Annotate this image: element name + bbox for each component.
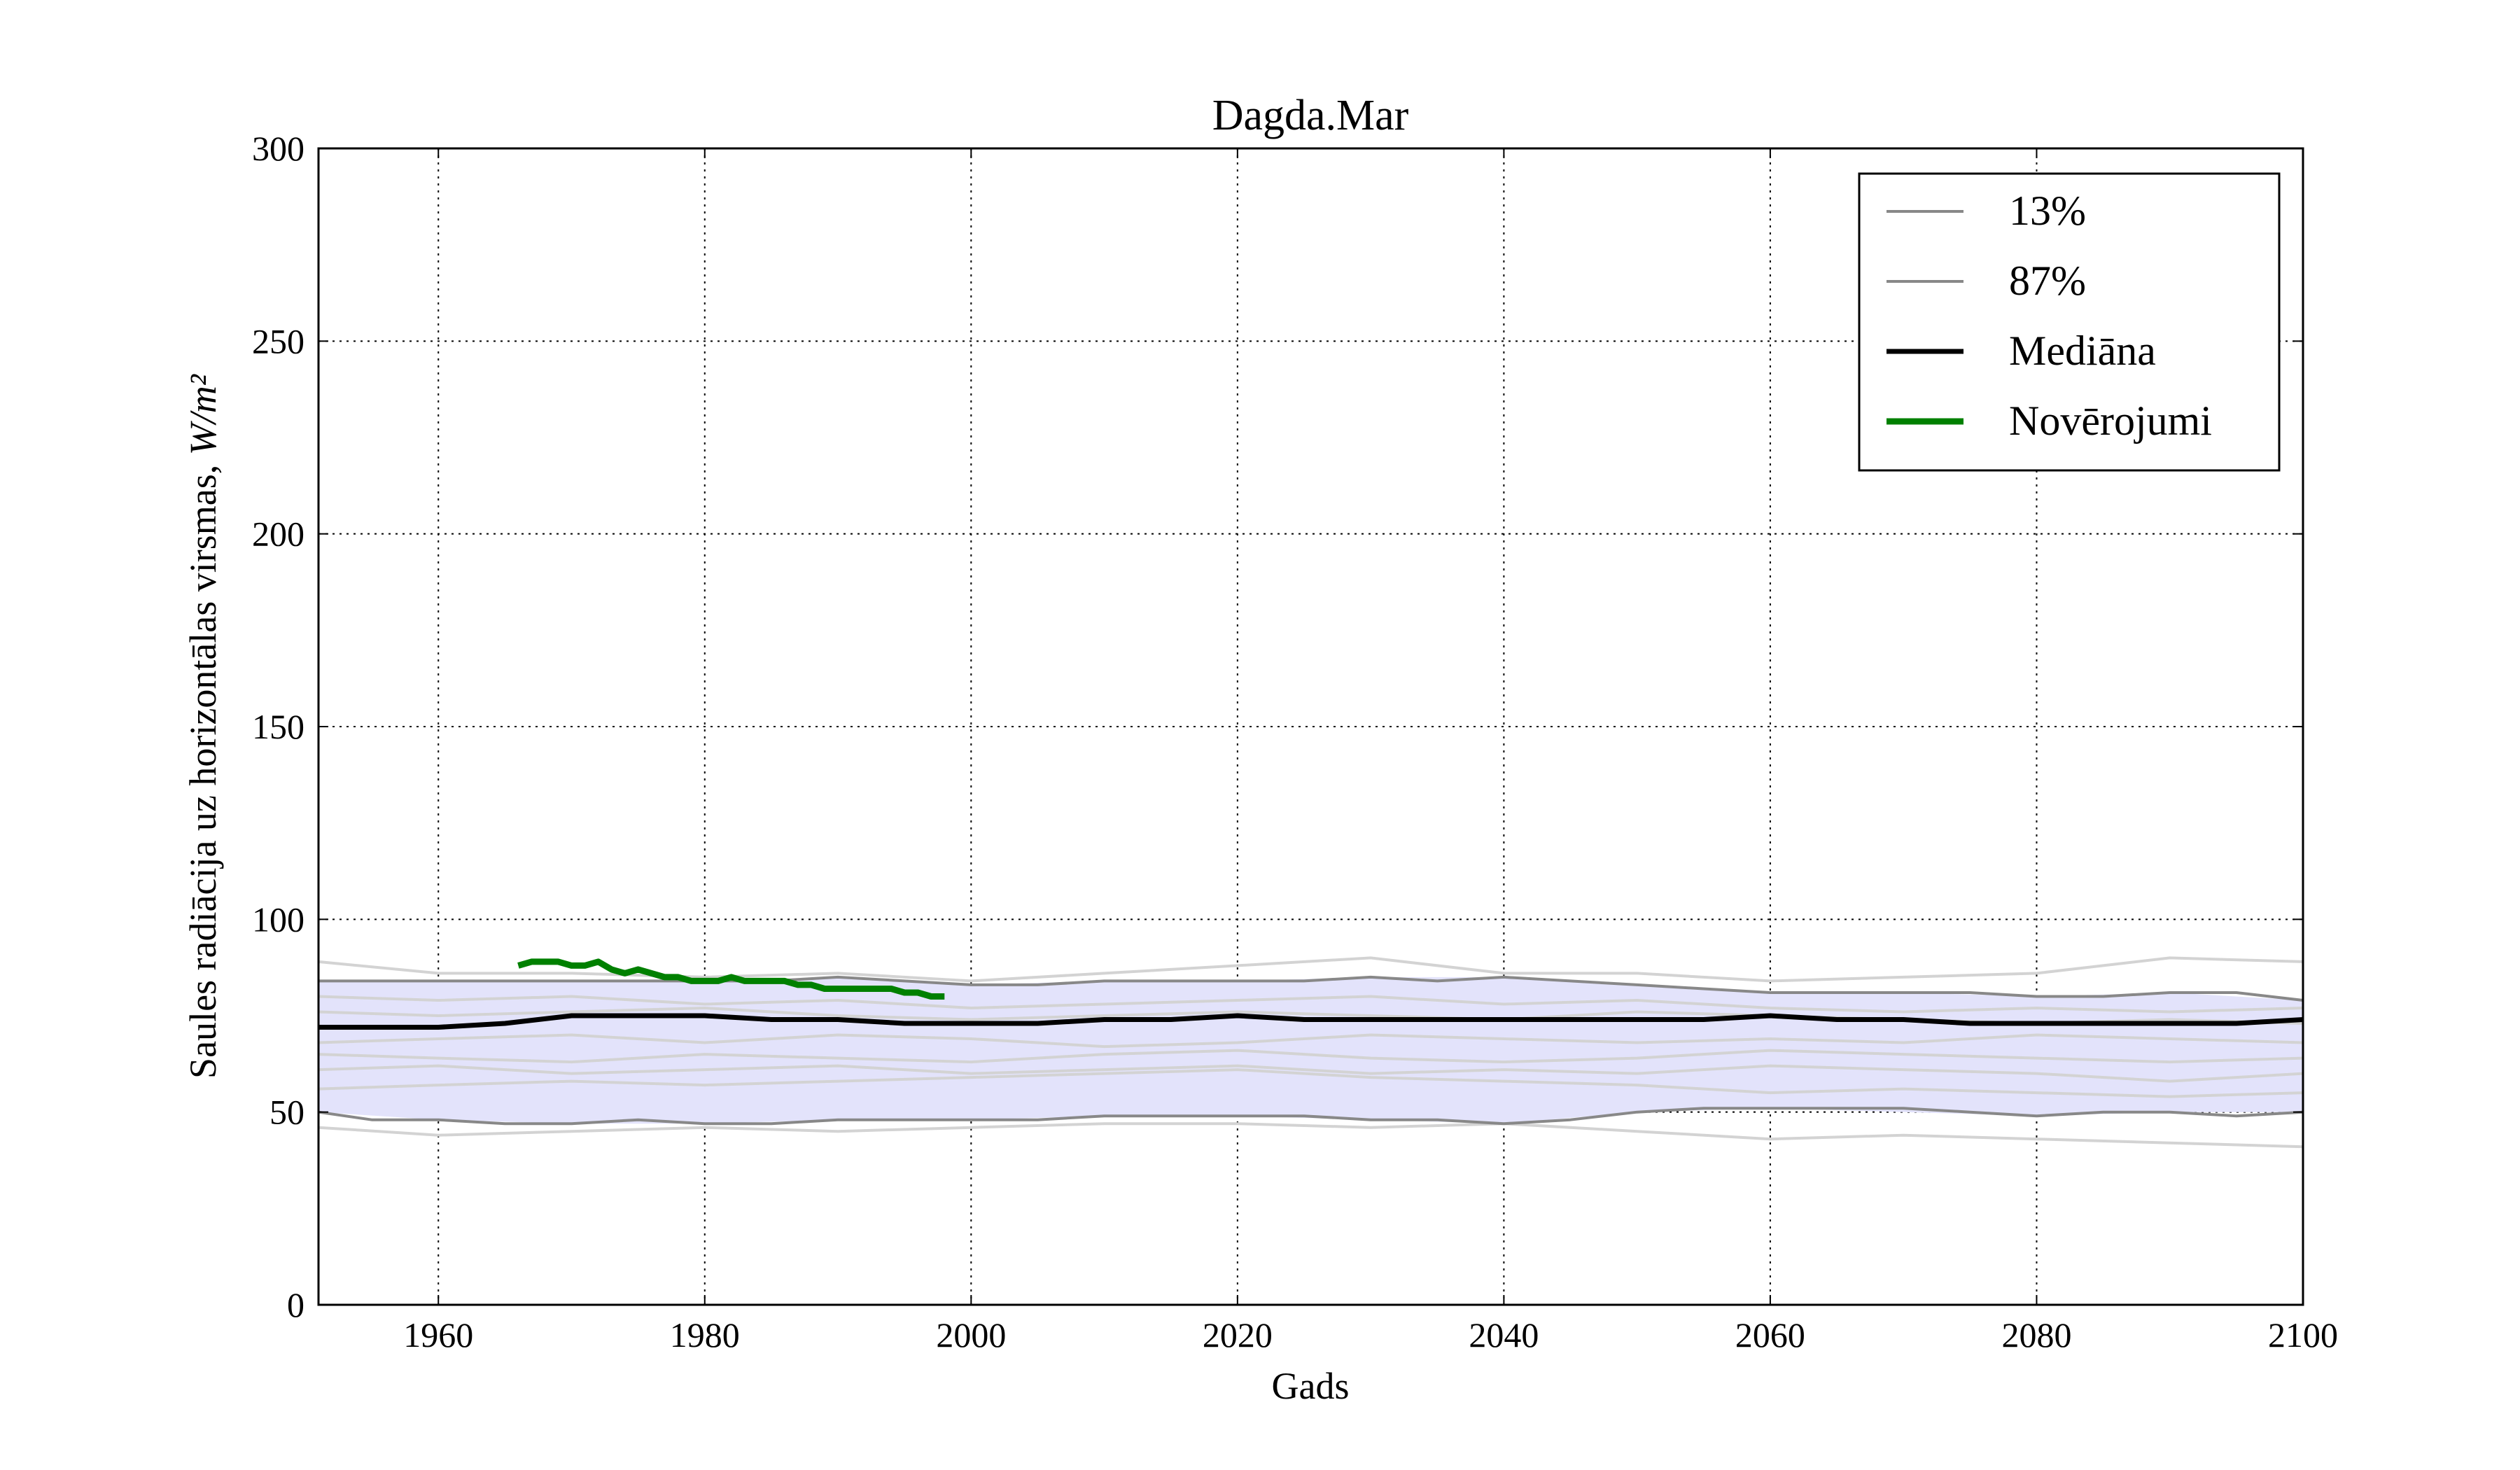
ensemble-member-line xyxy=(318,1049,2304,1064)
x-tick-label: 2080 xyxy=(2001,1315,2071,1354)
ensemble-member-line xyxy=(318,1122,2304,1149)
series-line-observations xyxy=(517,958,945,1000)
ensemble-member-line xyxy=(318,1064,2304,1083)
chart-title: Dagda.Mar xyxy=(1212,92,1409,139)
legend: 13% 87% Mediāna Novērojumi xyxy=(1858,172,2281,472)
ensemble-member-line xyxy=(318,956,2304,983)
x-tick-label: 2060 xyxy=(1735,1315,1805,1354)
y-tick-label: 300 xyxy=(252,129,304,168)
series-line-median xyxy=(318,1013,2304,1030)
series-line-13-percent xyxy=(318,1107,2304,1126)
x-tick-label: 2040 xyxy=(1469,1315,1539,1354)
y-axis-label: Saules radiācija uz horizontālas virsmas… xyxy=(182,374,224,1079)
y-tick-label: 200 xyxy=(252,514,304,554)
ticks: 1960 1980 2000 2020 2040 2060 2080 2100 0 50 100 15… xyxy=(252,129,2338,1354)
x-tick-label: 2000 xyxy=(936,1315,1006,1354)
legend-label: Mediāna xyxy=(2009,328,2156,374)
x-tick-label: 1960 xyxy=(403,1315,473,1354)
ensemble-member-line xyxy=(318,1068,2304,1098)
x-tick-label: 2020 xyxy=(1203,1315,1273,1354)
y-tick-label: 0 xyxy=(287,1285,304,1324)
legend-label: Novērojumi xyxy=(2009,398,2212,444)
legend-label: 87% xyxy=(2009,258,2086,304)
y-tick-label: 100 xyxy=(252,899,304,939)
ensemble-member-line xyxy=(318,995,2304,1014)
ensemble-member-line xyxy=(318,1033,2304,1049)
y-tick-label: 250 xyxy=(252,321,304,360)
x-tick-label: 1980 xyxy=(670,1315,740,1354)
legend-label: 13% xyxy=(2009,188,2086,234)
y-tick-label: 50 xyxy=(270,1093,304,1132)
y-axis-label-unit: W/m² xyxy=(182,374,224,455)
x-axis-label: Gads xyxy=(1272,1365,1350,1407)
y-tick-label: 150 xyxy=(252,707,304,746)
x-tick-label: 2100 xyxy=(2268,1315,2338,1354)
series-line-87-percent xyxy=(318,975,2304,1002)
plot-area xyxy=(318,956,2304,1149)
y-axis-label-text: Saules radiācija uz horizontālas virsmas… xyxy=(182,455,224,1079)
